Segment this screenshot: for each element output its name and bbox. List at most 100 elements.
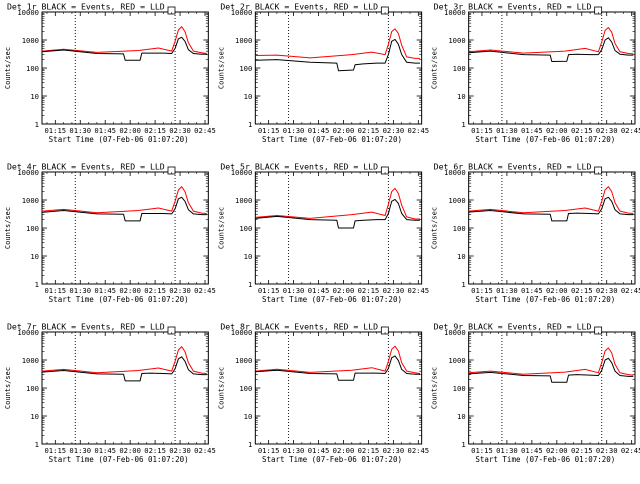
panel-det-2: Det 2r BLACK = Events, RED = LLD 1 10 100 10… — [217, 2, 429, 145]
y-tick-label: 10 — [457, 252, 466, 261]
x-tick-label: 01:15 — [44, 126, 66, 135]
y-tick-label: 10000 — [17, 328, 39, 337]
x-tick-label: 02:45 — [194, 286, 216, 295]
plot-frame — [468, 11, 636, 125]
x-tick-label: 01:45 — [521, 446, 543, 455]
y-axis-label: Counts/sec — [431, 207, 439, 249]
series-events-line — [255, 198, 420, 229]
series-lld-line — [255, 345, 421, 374]
x-tick-label: 01:45 — [308, 286, 330, 295]
x-tick-label: 01:30 — [496, 446, 518, 455]
x-axis-label: Start Time (07-Feb-06 01:07:20) — [475, 135, 615, 144]
series-lld-line — [255, 187, 420, 220]
x-tick-label: 02:15 — [358, 126, 380, 135]
x-tick-label: 01:30 — [496, 286, 518, 295]
x-tick-label: 02:00 — [119, 126, 141, 135]
x-tick-label: 01:15 — [44, 286, 66, 295]
x-tick-label: 02:15 — [571, 126, 593, 135]
panel-title: Det 6r BLACK = Events, RED = LLD — [434, 162, 592, 172]
y-tick-label: 1000 — [22, 356, 39, 365]
x-tick-label: 01:30 — [69, 126, 91, 135]
x-tick-label: 02:30 — [383, 286, 405, 295]
x-tick-label: 02:45 — [194, 126, 216, 135]
y-tick-label: 10000 — [444, 328, 466, 337]
x-tick-label: 02:45 — [621, 126, 640, 135]
y-tick-label: 1 — [461, 280, 465, 289]
x-tick-label: 02:45 — [621, 446, 640, 455]
y-axis-label: Counts/sec — [431, 47, 439, 89]
x-tick-label: 02:15 — [144, 126, 166, 135]
series-lld-line — [42, 346, 207, 374]
x-tick-label: 01:45 — [94, 126, 116, 135]
x-tick-label: 02:45 — [621, 286, 640, 295]
x-tick-label: 01:15 — [258, 446, 280, 455]
panel-det-1: Det 1r BLACK = Events, RED = LLD 1 10 100 10… — [4, 2, 216, 145]
x-axis-label: Start Time (07-Feb-06 01:07:20) — [49, 295, 189, 304]
y-tick-label: 10 — [30, 412, 39, 421]
series-lld-line — [468, 347, 634, 376]
plot-frame — [468, 331, 636, 445]
y-tick-label: 100 — [26, 224, 39, 233]
x-tick-label: 02:30 — [383, 446, 405, 455]
x-tick-label: 02:45 — [408, 286, 430, 295]
y-tick-label: 10 — [30, 92, 39, 101]
x-tick-label: 01:30 — [69, 286, 91, 295]
x-tick-label: 02:00 — [546, 286, 568, 295]
panel-det-7: Det 7r BLACK = Events, RED = LLD 1 10 100 10… — [4, 322, 216, 465]
y-tick-label: 1 — [35, 120, 39, 129]
y-axis-label: Counts/sec — [4, 207, 12, 249]
y-tick-label: 10000 — [231, 8, 253, 17]
x-tick-label: 02:15 — [358, 286, 380, 295]
x-tick-label: 01:30 — [283, 286, 305, 295]
x-tick-label: 01:30 — [283, 126, 305, 135]
panel-title: Det 3r BLACK = Events, RED = LLD — [434, 2, 592, 12]
x-tick-label: 02:30 — [596, 446, 618, 455]
x-tick-label: 02:15 — [571, 286, 593, 295]
y-tick-label: 1000 — [448, 196, 465, 205]
y-tick-label: 10000 — [444, 168, 466, 177]
x-axis-label: Start Time (07-Feb-06 01:07:20) — [475, 295, 615, 304]
x-tick-label: 02:30 — [596, 126, 618, 135]
y-tick-label: 1 — [461, 120, 465, 129]
y-tick-label: 100 — [453, 224, 466, 233]
x-tick-label: 01:15 — [471, 126, 493, 135]
series-lld-line — [255, 28, 420, 59]
y-tick-label: 1000 — [235, 196, 252, 205]
x-tick-label: 01:30 — [496, 126, 518, 135]
y-tick-label: 1000 — [448, 356, 465, 365]
y-tick-label: 10000 — [444, 8, 466, 17]
series-lld-line — [42, 26, 207, 54]
series-events-line — [255, 355, 420, 381]
series-events-line — [468, 357, 634, 383]
y-tick-label: 100 — [239, 384, 252, 393]
x-tick-label: 02:30 — [169, 446, 191, 455]
y-axis-label: Counts/sec — [217, 47, 225, 89]
x-tick-label: 01:15 — [471, 286, 493, 295]
panel-title: Det 5r BLACK = Events, RED = LLD — [220, 162, 378, 172]
y-tick-label: 100 — [26, 64, 39, 73]
y-tick-label: 10 — [457, 92, 466, 101]
y-tick-label: 1 — [35, 440, 39, 449]
x-axis-label: Start Time (07-Feb-06 01:07:20) — [49, 135, 189, 144]
x-tick-label: 02:15 — [144, 286, 166, 295]
series-lld-line — [468, 186, 634, 214]
x-tick-label: 02:00 — [333, 286, 355, 295]
x-tick-label: 02:00 — [546, 446, 568, 455]
series-events-line — [255, 38, 420, 72]
panel-det-4: Det 4r BLACK = Events, RED = LLD 1 10 100 10… — [4, 162, 216, 305]
x-tick-label: 02:15 — [571, 446, 593, 455]
y-tick-label: 100 — [26, 384, 39, 393]
panel-det-6: Det 6r BLACK = Events, RED = LLD 1 10 100 10… — [431, 162, 640, 305]
series-events-line — [468, 37, 634, 62]
x-tick-label: 01:15 — [471, 446, 493, 455]
x-tick-label: 02:00 — [546, 126, 568, 135]
x-tick-label: 01:45 — [521, 126, 543, 135]
panel-title: Det 7r BLACK = Events, RED = LLD — [7, 322, 165, 332]
x-tick-label: 02:00 — [333, 126, 355, 135]
series-events-line — [42, 356, 207, 382]
x-tick-label: 01:45 — [94, 286, 116, 295]
series-events-line — [42, 36, 207, 61]
x-axis-label: Start Time (07-Feb-06 01:07:20) — [262, 135, 402, 144]
